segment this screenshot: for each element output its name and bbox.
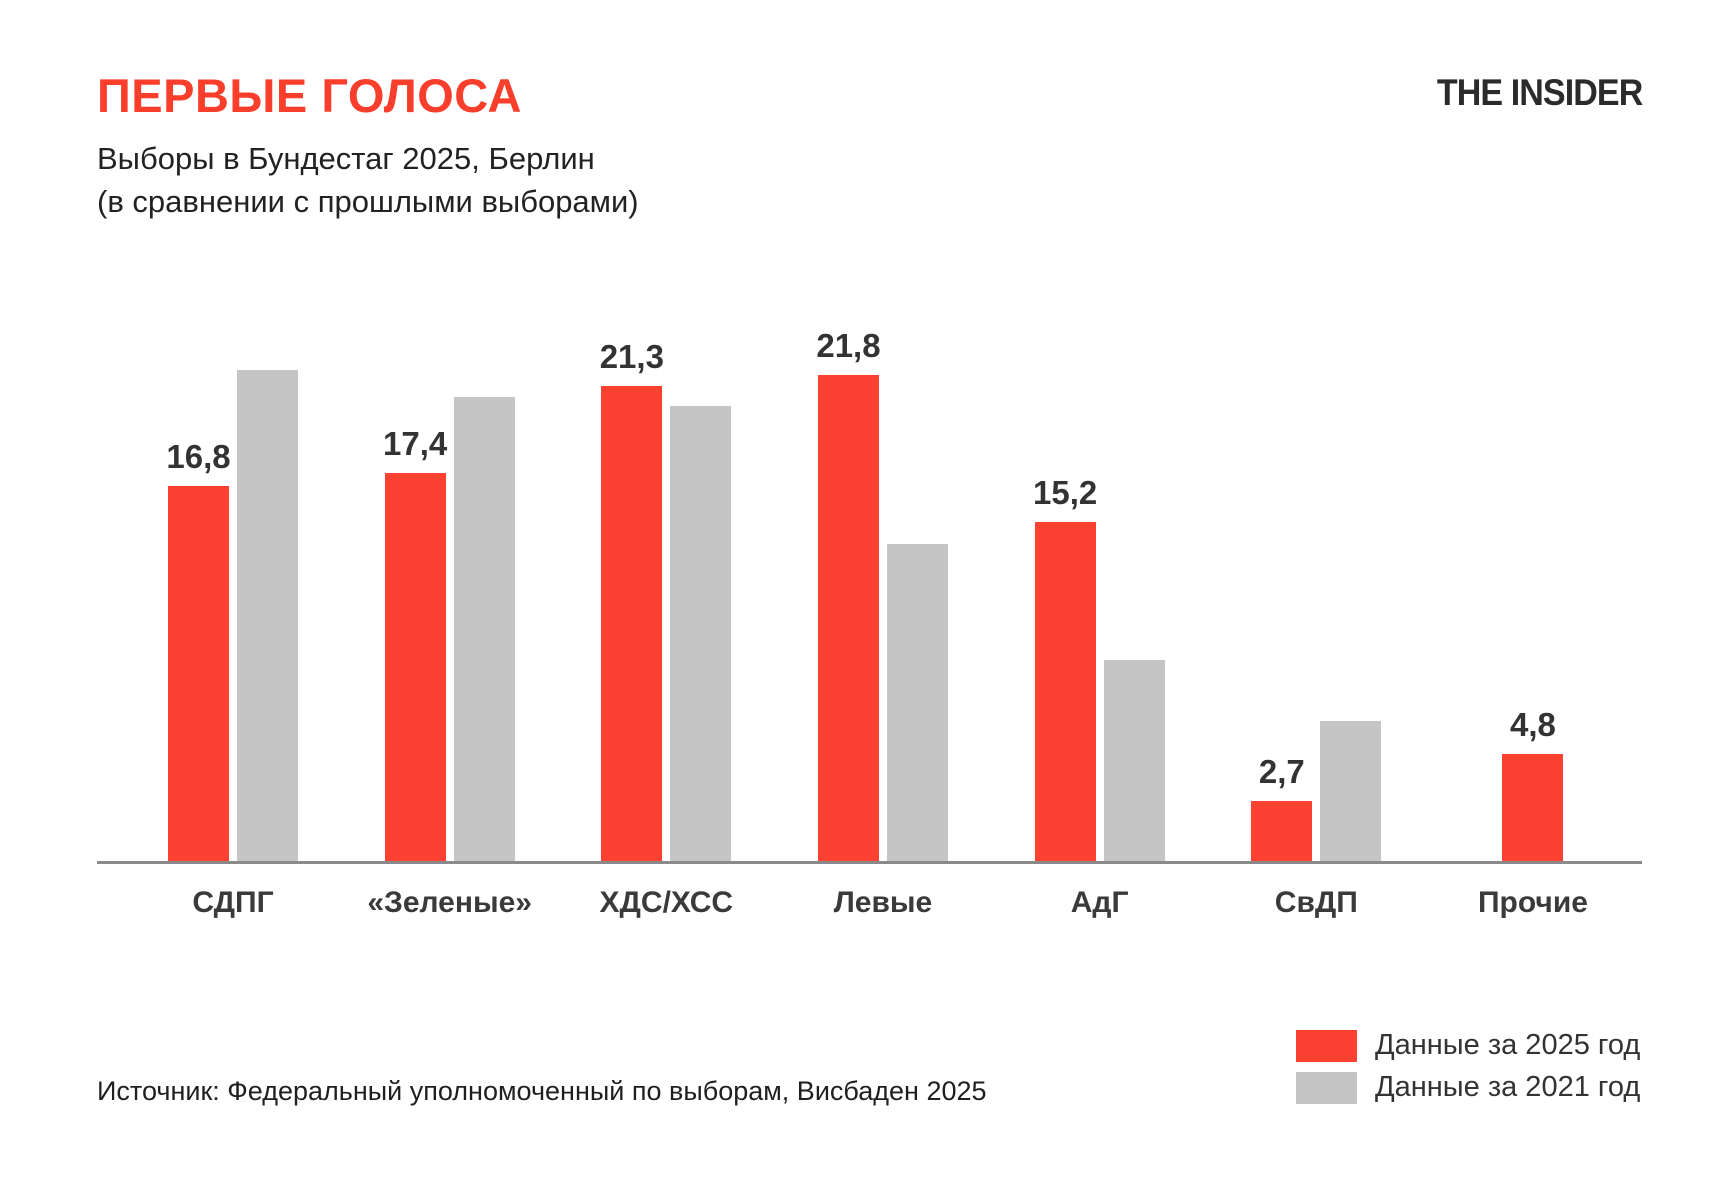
chart-title: ПЕРВЫЕ ГОЛОСА xyxy=(97,69,523,122)
legend-swatch-2025 xyxy=(1296,1029,1357,1062)
bar-2025-«Зеленые» xyxy=(384,472,446,861)
bar-chart: 16,8 17,4 21,3 21,8 15,2 2,7 4,8 СДПГ «Зеленые»… xyxy=(97,300,1642,919)
value-label-2025-Левые: 21,8 xyxy=(816,326,881,364)
value-label-2025-ХДС/ХСС: 21,3 xyxy=(599,338,664,376)
category-label-АдГ: АдГ xyxy=(1070,886,1129,919)
bar-2021-ХДС/ХСС xyxy=(670,406,732,861)
value-label-2025-Прочие: 4,8 xyxy=(1510,705,1556,743)
chart-subtitle-line-2: (в сравнении с прошлыми выборами) xyxy=(97,184,639,220)
category-label-Прочие: Прочие xyxy=(1477,886,1588,919)
legend-label-2025: Данные за 2025 год xyxy=(1375,1029,1641,1061)
legend-item-2021: Данные за 2021 год xyxy=(1296,1071,1640,1104)
legend-item-2025: Данные за 2025 год xyxy=(1296,1029,1640,1062)
bar-2025-ХДС/ХСС xyxy=(601,386,663,861)
value-label-2025-СДПГ: 16,8 xyxy=(166,438,231,476)
category-label-«Зеленые»: «Зеленые» xyxy=(367,886,532,919)
bar-2021-«Зеленые» xyxy=(453,397,515,861)
category-label-ХДС/ХСС: ХДС/ХСС xyxy=(599,886,734,919)
value-label-2025-«Зеленые»: 17,4 xyxy=(383,424,448,462)
source-note: Источник: Федеральный уполномоченный по … xyxy=(97,1076,987,1106)
publisher-logo: THE INSIDER xyxy=(1436,72,1643,113)
bar-2021-СвДП xyxy=(1320,720,1382,861)
bar-2025-АдГ xyxy=(1034,522,1096,861)
category-label-СДПГ: СДПГ xyxy=(192,886,274,919)
chart-subtitle-line-1: Выборы в Бундестаг 2025, Берлин xyxy=(97,141,595,176)
bar-2021-АдГ xyxy=(1103,660,1165,861)
category-label-СвДП: СвДП xyxy=(1274,886,1358,919)
legend-label-2021: Данные за 2021 год xyxy=(1375,1071,1641,1103)
plot-area: 16,8 17,4 21,3 21,8 15,2 2,7 4,8 xyxy=(97,300,1642,864)
legend-swatch-2021 xyxy=(1296,1071,1357,1104)
category-label-Левые: Левые xyxy=(833,886,933,919)
chart-legend: Данные за 2025 год Данные за 2021 год xyxy=(1296,1029,1640,1113)
value-label-2025-СвДП: 2,7 xyxy=(1258,752,1305,790)
bar-2025-СДПГ xyxy=(168,486,229,861)
value-label-2025-АдГ: 15,2 xyxy=(1033,474,1098,512)
bar-2025-СвДП xyxy=(1251,800,1313,861)
bar-2021-СДПГ xyxy=(237,370,298,861)
chart-subtitle: Выборы в Бундестаг 2025, Берлин (в сравн… xyxy=(97,137,639,224)
bar-2025-Левые xyxy=(817,374,879,861)
bar-2025-Прочие xyxy=(1502,753,1564,861)
bar-2021-Левые xyxy=(886,544,948,861)
